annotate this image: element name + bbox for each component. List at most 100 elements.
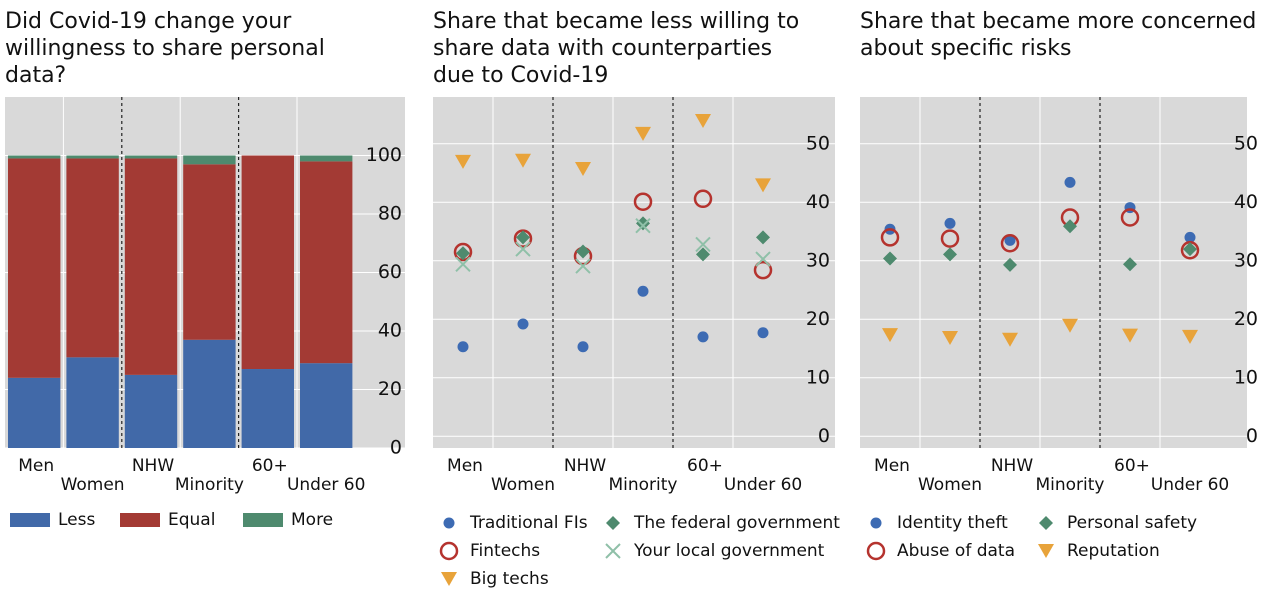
plot-area bbox=[860, 97, 1247, 448]
point bbox=[882, 328, 898, 343]
point bbox=[755, 178, 771, 193]
point bbox=[1064, 176, 1076, 188]
point bbox=[1182, 329, 1198, 344]
x-tick-label: Men bbox=[18, 456, 54, 476]
chart-title: Did Covid-19 change your willingness to … bbox=[5, 9, 325, 88]
bar-segment bbox=[124, 158, 178, 375]
point bbox=[1183, 242, 1197, 257]
point bbox=[943, 247, 957, 262]
point bbox=[695, 236, 711, 253]
legend-label: Big techs bbox=[470, 569, 549, 589]
bar-segment bbox=[124, 374, 178, 448]
bar-segment bbox=[66, 155, 119, 159]
y-tick-label: 30 bbox=[806, 249, 830, 271]
point bbox=[517, 318, 529, 330]
x-tick-label: Under 60 bbox=[724, 475, 803, 495]
legend-label: Reputation bbox=[1067, 541, 1160, 561]
y-tick-label: 60 bbox=[378, 261, 402, 283]
point bbox=[1123, 257, 1137, 272]
point bbox=[942, 331, 958, 346]
y-tick-label: 80 bbox=[378, 203, 402, 225]
legend-marker bbox=[606, 516, 620, 530]
bar-segment bbox=[300, 155, 353, 162]
point bbox=[757, 327, 769, 339]
legend-marker bbox=[443, 517, 455, 529]
point bbox=[455, 154, 471, 169]
x-tick-label: Minority bbox=[1035, 475, 1104, 495]
x-tick-label: 60+ bbox=[1114, 456, 1150, 476]
legend-marker bbox=[605, 543, 621, 559]
legend-swatch bbox=[120, 513, 160, 527]
y-tick-label: 10 bbox=[806, 366, 830, 388]
legend-swatch bbox=[10, 513, 50, 527]
y-tick-label: 50 bbox=[806, 132, 830, 154]
point bbox=[695, 113, 711, 128]
legend-label: Fintechs bbox=[470, 541, 540, 561]
y-tick-label: 50 bbox=[1234, 132, 1258, 154]
point bbox=[1120, 208, 1140, 227]
point bbox=[633, 192, 653, 211]
legend-label: Personal safety bbox=[1067, 513, 1197, 533]
legend-label: Traditional FIs bbox=[469, 513, 588, 533]
x-tick-label: Under 60 bbox=[1151, 475, 1230, 495]
legend-marker bbox=[441, 572, 457, 586]
point bbox=[575, 258, 591, 274]
bar-segment bbox=[300, 161, 353, 364]
plot-area bbox=[433, 97, 835, 448]
point bbox=[1004, 234, 1016, 246]
x-tick-label: NHW bbox=[564, 456, 607, 476]
point bbox=[636, 216, 650, 231]
bar-segment bbox=[66, 158, 119, 358]
x-tick-label: 60+ bbox=[252, 456, 288, 476]
point bbox=[1184, 231, 1196, 243]
x-tick-label: Men bbox=[447, 456, 483, 476]
y-tick-label: 20 bbox=[378, 378, 402, 400]
point bbox=[637, 285, 649, 297]
point bbox=[577, 341, 589, 353]
y-tick-label: 0 bbox=[390, 437, 402, 459]
bar-segment bbox=[8, 155, 61, 159]
y-tick-label: 40 bbox=[806, 191, 830, 213]
point bbox=[883, 251, 897, 266]
point bbox=[1002, 332, 1018, 347]
point bbox=[635, 217, 651, 234]
y-tick-label: 30 bbox=[1234, 249, 1258, 271]
point bbox=[755, 251, 771, 267]
point bbox=[756, 230, 770, 245]
legend-label: More bbox=[291, 510, 333, 530]
point bbox=[516, 230, 530, 245]
point bbox=[753, 260, 773, 280]
bar-segment bbox=[124, 155, 178, 159]
legend-label: Abuse of data bbox=[897, 541, 1015, 561]
point bbox=[1062, 318, 1078, 333]
point bbox=[1122, 328, 1138, 343]
bar-segment bbox=[8, 158, 61, 378]
x-tick-label: Under 60 bbox=[287, 475, 366, 495]
y-tick-label: 0 bbox=[1246, 425, 1258, 447]
bar-segment bbox=[241, 155, 294, 370]
x-tick-label: Women bbox=[491, 475, 555, 495]
legend-label: Your local government bbox=[633, 541, 825, 561]
y-tick-label: 0 bbox=[818, 425, 830, 447]
point bbox=[693, 189, 713, 209]
y-tick-label: 100 bbox=[366, 144, 402, 166]
legend-label: The federal government bbox=[633, 513, 840, 533]
y-tick-label: 40 bbox=[1234, 191, 1258, 213]
legend-marker bbox=[870, 517, 882, 529]
legend-label: Equal bbox=[168, 510, 215, 530]
x-tick-label: Minority bbox=[175, 475, 244, 495]
point bbox=[1063, 219, 1077, 234]
x-tick-label: 60+ bbox=[687, 456, 723, 476]
legend-label: Identity theft bbox=[897, 513, 1008, 533]
point bbox=[457, 341, 469, 353]
bar-segment bbox=[183, 164, 236, 340]
legend-marker bbox=[439, 541, 459, 561]
point bbox=[940, 229, 960, 248]
point bbox=[456, 246, 470, 261]
point bbox=[455, 256, 471, 273]
bar-segment bbox=[241, 369, 294, 448]
bar-segment bbox=[183, 155, 236, 165]
y-tick-label: 10 bbox=[1234, 366, 1258, 388]
